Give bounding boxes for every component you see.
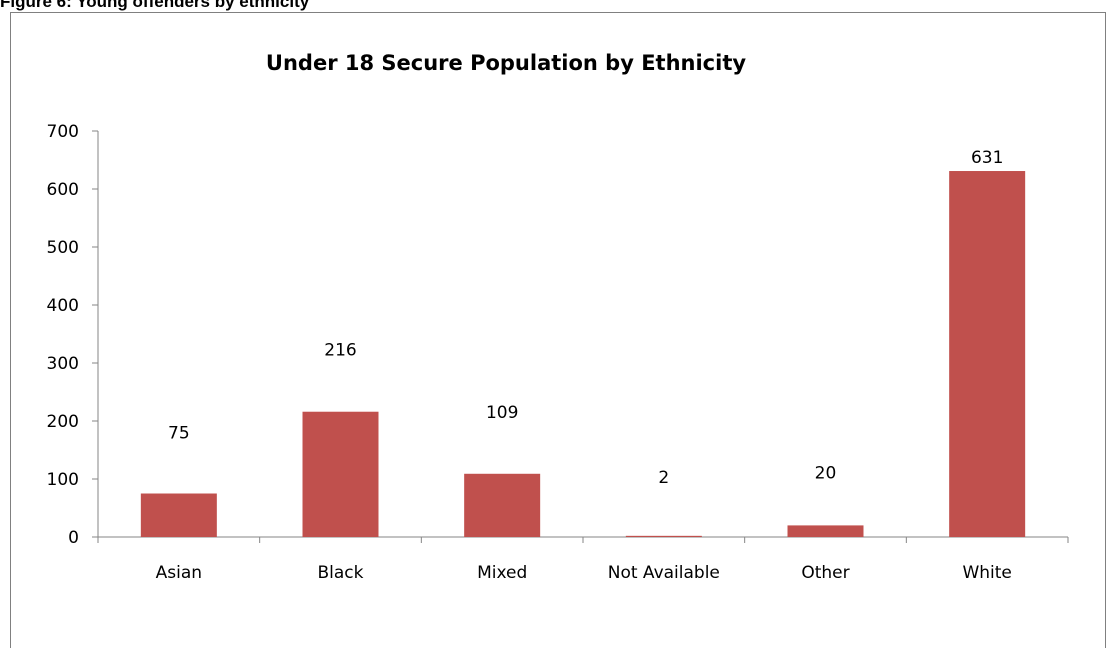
y-tick-label: 100 [47, 470, 79, 490]
data-label: 109 [486, 403, 518, 423]
bar [949, 171, 1026, 537]
chart-frame [10, 12, 1106, 648]
chart-title: Under 18 Secure Population by Ethnicity [266, 51, 746, 75]
bar [464, 473, 541, 537]
x-tick-label: Mixed [477, 563, 527, 583]
figure-caption: Figure 6: Young offenders by ethnicity [0, 0, 310, 11]
data-label: 75 [168, 424, 190, 444]
y-tick-label: 700 [47, 122, 79, 142]
x-tick-label: Not Available [608, 563, 720, 583]
y-tick-label: 600 [47, 180, 79, 200]
x-tick-label: Asian [156, 563, 202, 583]
y-tick-label: 200 [47, 412, 79, 432]
y-tick-label: 400 [47, 296, 79, 316]
x-tick-label: Black [318, 563, 364, 583]
x-tick-label: White [962, 563, 1011, 583]
bar [140, 493, 217, 537]
bar [787, 525, 864, 537]
bar [625, 535, 702, 537]
bar [302, 411, 379, 537]
y-tick-label: 0 [68, 528, 79, 548]
y-tick-label: 500 [47, 238, 79, 258]
data-label: 631 [971, 148, 1003, 168]
x-tick-label: Other [801, 563, 849, 583]
data-label: 216 [324, 341, 356, 361]
data-label: 20 [815, 463, 837, 483]
data-label: 2 [658, 468, 669, 488]
y-tick-label: 300 [47, 354, 79, 374]
